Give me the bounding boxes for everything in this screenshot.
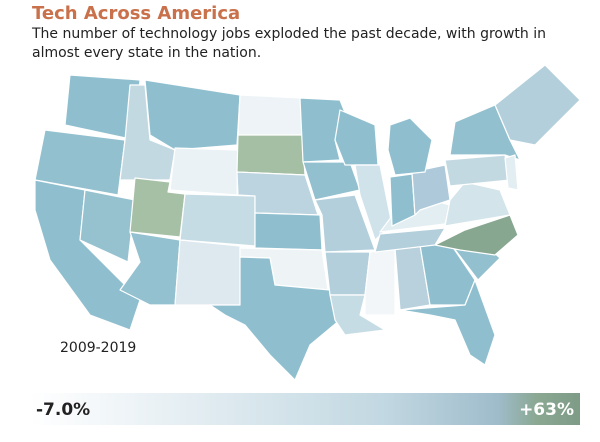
state [174,239,241,306]
state [34,129,126,196]
state [354,164,393,241]
state [434,214,519,256]
state [374,227,446,253]
state [236,134,306,176]
state [504,154,519,191]
state [324,251,371,296]
legend-min: -7.0% [36,400,91,420]
state [411,164,451,216]
state [387,117,433,176]
legend-max: +63% [519,400,574,420]
state [209,256,341,381]
state [334,109,379,166]
state [79,189,136,263]
state [237,94,303,136]
states [34,64,581,381]
state [314,194,376,253]
state [169,147,239,196]
state [399,279,496,366]
state [444,154,511,187]
subtitle: The number of technology jobs exploded t… [32,26,547,61]
state [144,79,241,151]
legend-gradient [30,393,580,425]
state [179,193,256,247]
state [254,212,323,251]
state [364,247,396,316]
state [494,64,581,146]
period-label: 2009-2019 [60,340,137,356]
title: Tech Across America [32,3,241,24]
